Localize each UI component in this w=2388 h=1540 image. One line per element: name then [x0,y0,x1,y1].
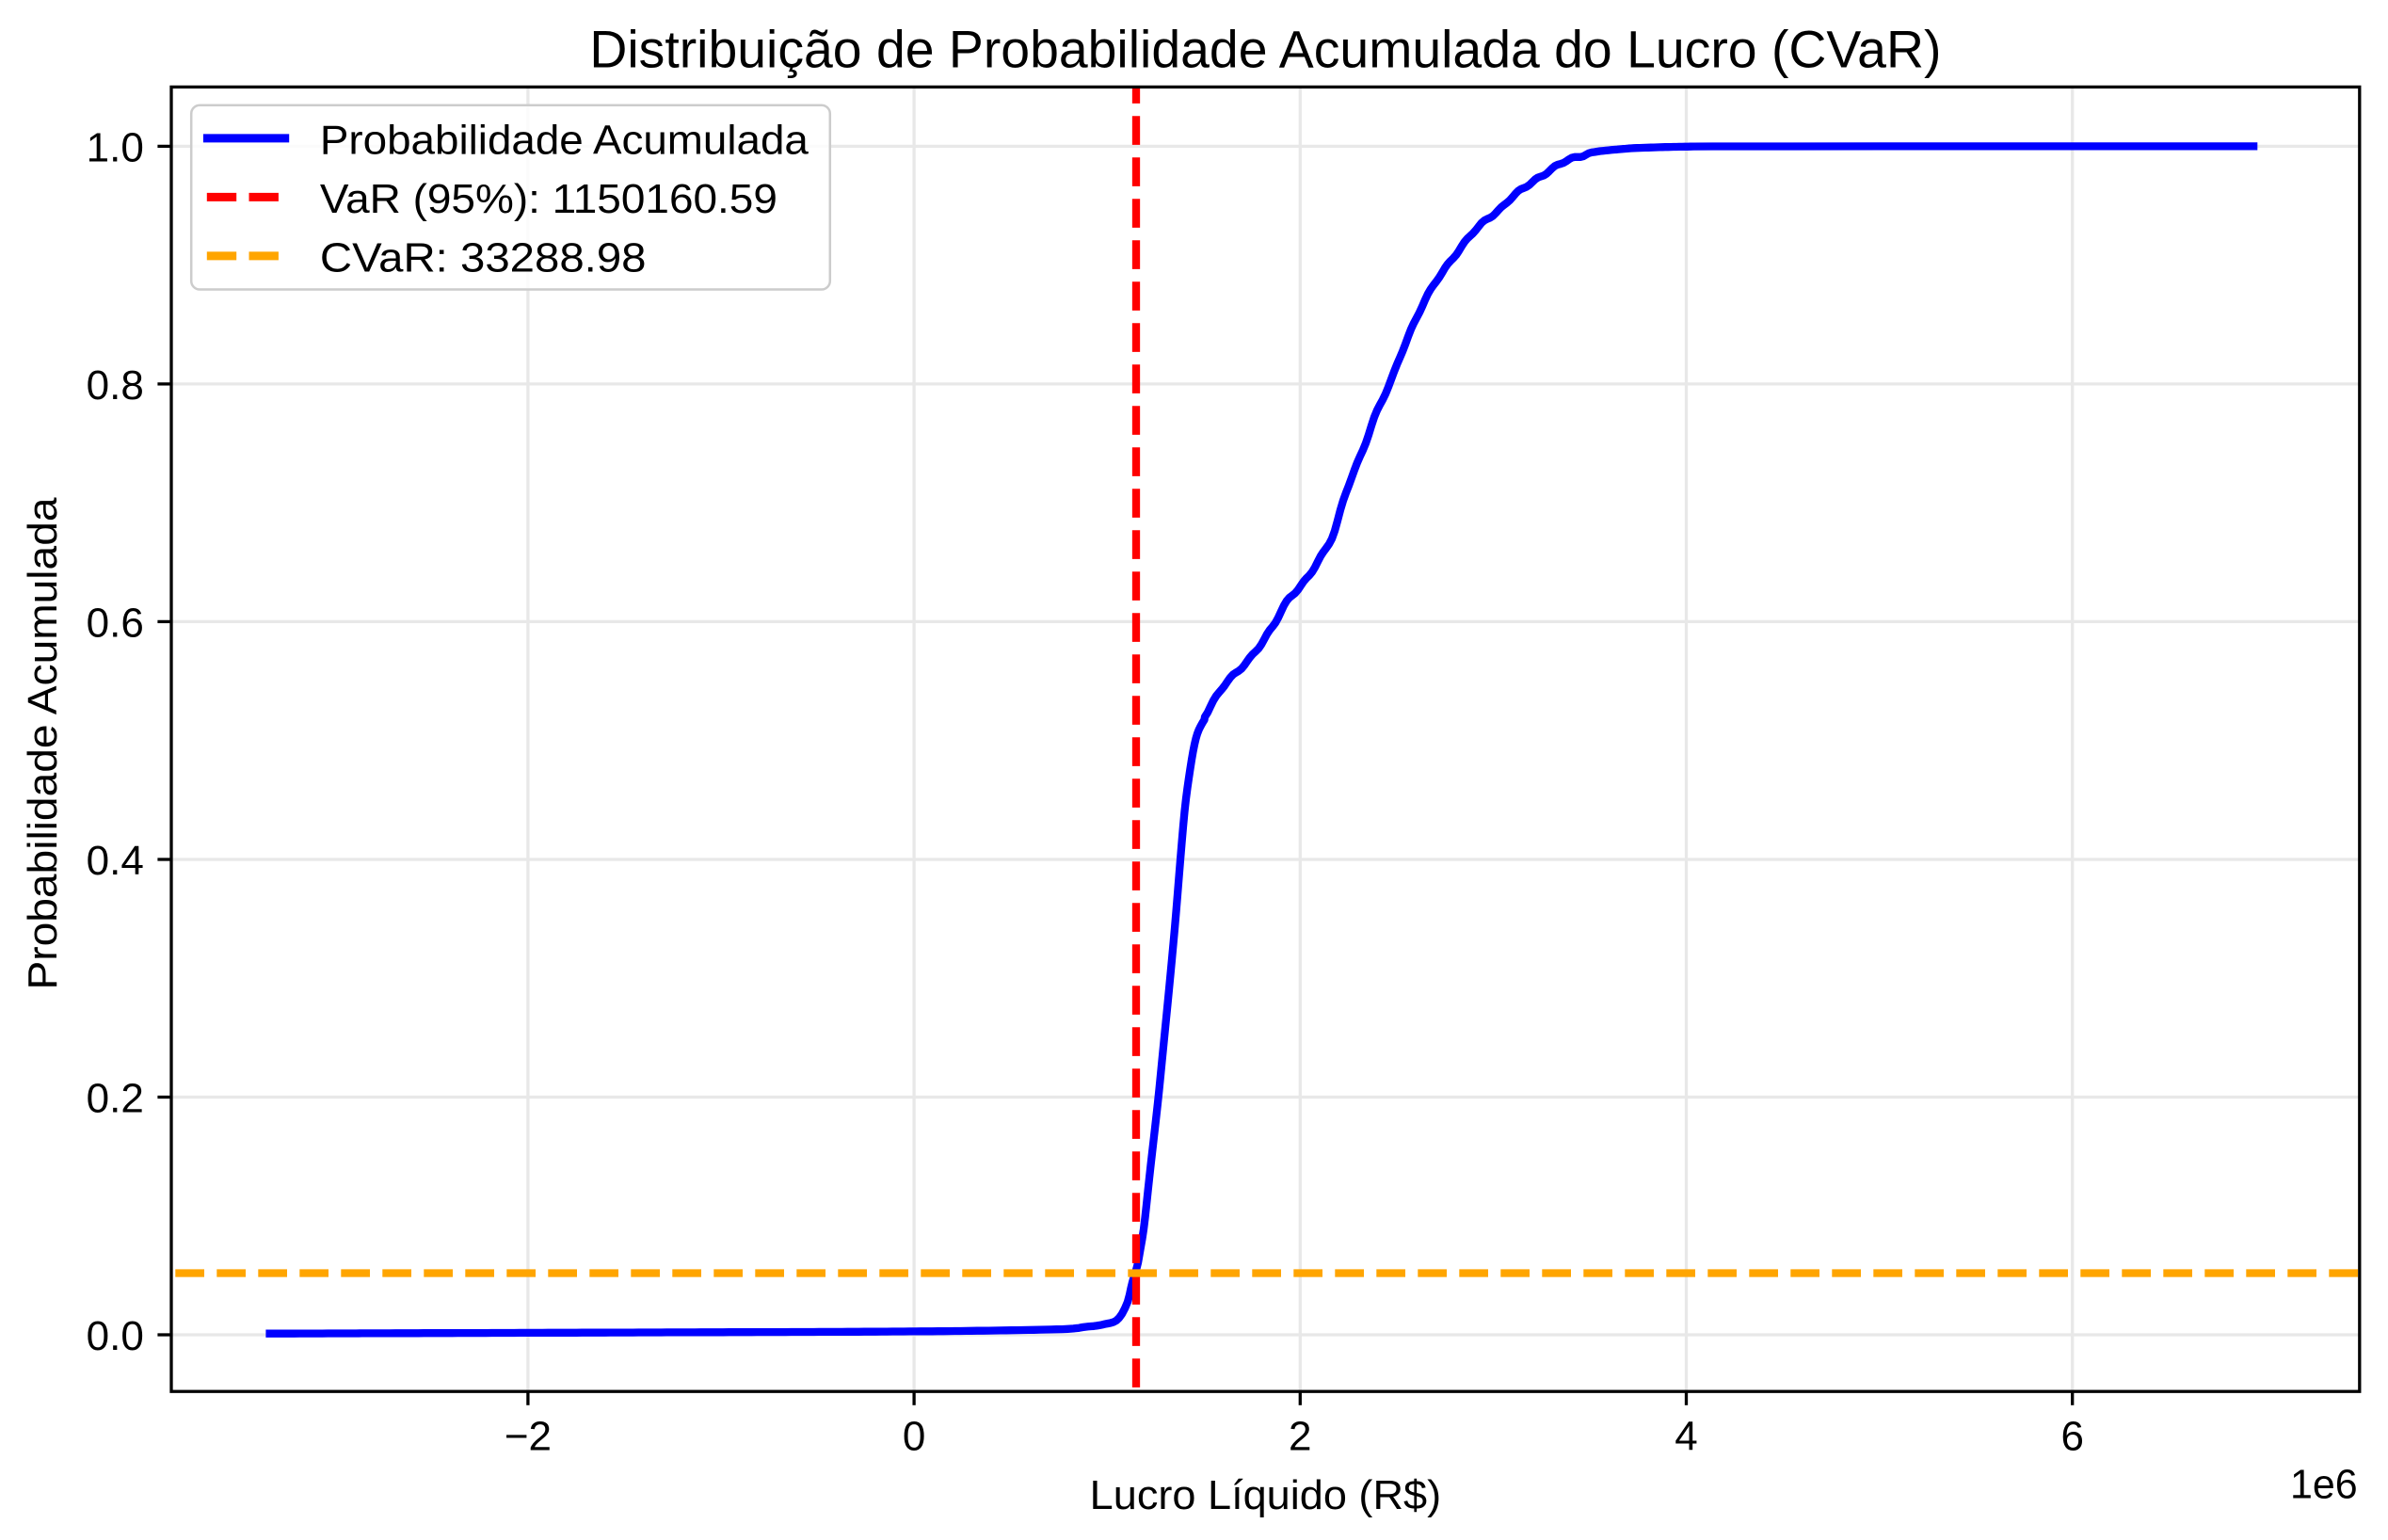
svg-text:Probabilidade Acumulada: Probabilidade Acumulada [320,118,809,164]
svg-text:CVaR: 33288.98: CVaR: 33288.98 [320,235,647,281]
svg-text:0.0: 0.0 [87,1313,144,1359]
svg-text:0: 0 [903,1414,925,1460]
svg-text:2: 2 [1289,1414,1311,1460]
svg-text:0.8: 0.8 [87,362,144,409]
svg-text:Lucro Líquido (R$): Lucro Líquido (R$) [1090,1472,1441,1518]
svg-text:VaR (95%): 1150160.59: VaR (95%): 1150160.59 [320,176,777,222]
svg-text:1e6: 1e6 [2290,1462,2358,1508]
svg-text:6: 6 [2060,1414,2083,1460]
svg-text:0.4: 0.4 [87,838,144,884]
svg-text:0.2: 0.2 [87,1076,144,1122]
svg-text:4: 4 [1675,1414,1697,1460]
svg-text:0.6: 0.6 [87,600,144,646]
svg-text:Distribuição de Probabilidade: Distribuição de Probabilidade Acumulada … [589,21,1941,79]
svg-text:−2: −2 [505,1414,552,1460]
svg-text:Probabilidade Acumulada: Probabilidade Acumulada [20,497,66,990]
svg-text:1.0: 1.0 [87,124,144,170]
